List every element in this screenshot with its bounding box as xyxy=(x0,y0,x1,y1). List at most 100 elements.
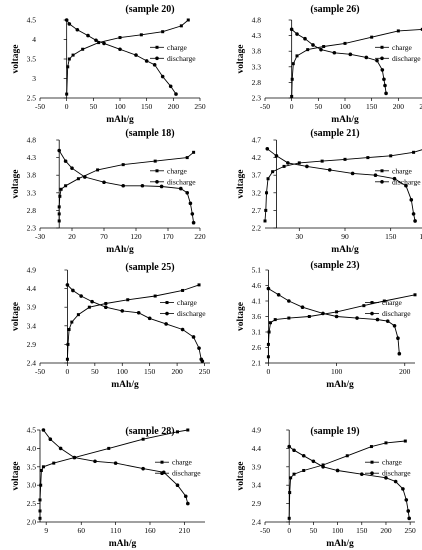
legend-label-discharge: discharge xyxy=(172,469,201,478)
x-tick-label: 250 xyxy=(405,526,417,535)
data-point-discharge xyxy=(83,175,87,179)
y-tick-label: 3.7 xyxy=(252,171,262,180)
data-point-discharge xyxy=(191,220,196,225)
data-point-discharge xyxy=(191,335,196,339)
data-point-charge xyxy=(70,320,74,324)
data-point-discharge xyxy=(141,466,145,471)
x-tick-label: 50 xyxy=(310,526,318,535)
legend-label-charge: charge xyxy=(382,458,403,467)
x-axis-title: mAh/g xyxy=(331,115,359,125)
data-point-discharge xyxy=(200,359,205,363)
data-point-charge xyxy=(38,516,42,520)
data-point-discharge xyxy=(335,468,340,473)
data-point-discharge xyxy=(289,27,294,32)
data-point-charge xyxy=(384,441,388,445)
data-point-charge xyxy=(66,65,70,69)
data-point-discharge xyxy=(48,437,53,442)
legend-label-charge: charge xyxy=(172,458,193,467)
y-tick-label: 2.2 xyxy=(252,224,262,233)
legend-label-discharge: discharge xyxy=(392,177,421,186)
y-tick-label: 2.3 xyxy=(252,94,262,103)
data-point-discharge xyxy=(301,453,306,458)
y-tick-label: 2.4 xyxy=(27,359,37,368)
data-point-discharge xyxy=(287,299,291,303)
y-axis-title: voltage xyxy=(11,44,21,73)
data-point-charge xyxy=(76,313,80,317)
x-tick-label: 110 xyxy=(110,526,121,535)
data-point-discharge xyxy=(348,52,353,57)
data-point-charge xyxy=(57,205,61,209)
x-tick-label: 170 xyxy=(162,232,174,241)
data-point-charge xyxy=(403,439,407,443)
data-point-discharge xyxy=(385,319,390,323)
x-axis-title: mAh/g xyxy=(109,539,137,549)
y-tick-label: 4.2 xyxy=(252,153,262,162)
data-point-charge xyxy=(104,301,108,305)
data-point-discharge xyxy=(174,92,178,96)
series-line-discharge xyxy=(67,284,203,362)
y-tick-label: 4.1 xyxy=(252,297,262,306)
x-axis-title: mAh/g xyxy=(326,380,354,390)
data-point-discharge xyxy=(197,346,201,350)
data-point-charge xyxy=(420,27,422,31)
y-tick-label: 3.0 xyxy=(27,481,37,490)
data-point-charge xyxy=(267,330,271,334)
data-point-discharge xyxy=(41,428,46,432)
data-point-charge xyxy=(268,321,272,325)
x-tick-label: 150 xyxy=(141,102,153,111)
data-point-charge xyxy=(335,310,339,314)
y-tick-label: 3.6 xyxy=(252,312,262,321)
data-point-charge xyxy=(96,168,100,172)
x-tick-label: 100 xyxy=(339,102,351,111)
y-tick-label: 4.5 xyxy=(27,426,37,435)
data-point-charge xyxy=(266,177,270,181)
y-tick-label: 2.5 xyxy=(27,499,37,508)
y-tick-label: 2.9 xyxy=(252,499,262,508)
x-tick-label: -50 xyxy=(35,102,45,111)
data-point-discharge xyxy=(311,43,315,47)
series-line-discharge xyxy=(66,19,177,95)
y-tick-label: 3.9 xyxy=(252,462,262,471)
data-point-charge xyxy=(287,516,291,520)
x-tick-label: 220 xyxy=(194,232,206,241)
chart-panel: (sample 21) 2.2 2.7 3.2 3.7 4.2 4.7 30 90 150 195 m… xyxy=(236,128,422,255)
data-point-discharge xyxy=(375,317,380,322)
x-tick-label: 60 xyxy=(78,526,86,535)
data-point-charge xyxy=(282,164,286,168)
y-tick-label: 3.1 xyxy=(252,328,262,337)
y-tick-label: 4.9 xyxy=(27,266,37,275)
legend-marker-charge xyxy=(370,301,374,305)
legend-marker-discharge xyxy=(370,311,374,316)
y-tick-label: 2.7 xyxy=(252,206,262,215)
data-point-discharge xyxy=(287,444,291,449)
x-tick-label: 150 xyxy=(356,526,368,535)
data-point-charge xyxy=(297,161,301,165)
legend-marker-charge xyxy=(370,460,374,464)
data-point-charge xyxy=(67,328,71,332)
data-point-charge xyxy=(263,219,267,223)
x-tick-label: 250 xyxy=(419,102,422,111)
y-tick-label: 2.3 xyxy=(27,224,37,233)
data-point-charge xyxy=(65,357,69,361)
data-point-discharge xyxy=(120,309,125,313)
data-point-charge xyxy=(67,57,71,61)
legend-marker-discharge xyxy=(160,471,164,476)
data-point-discharge xyxy=(71,288,75,293)
chart-title: (sample 19) xyxy=(310,426,359,437)
legend-marker-charge xyxy=(155,45,159,49)
x-tick-label: 90 xyxy=(341,232,349,241)
data-point-charge xyxy=(264,208,268,212)
data-point-discharge xyxy=(79,294,83,298)
data-point-discharge xyxy=(392,324,397,328)
y-tick-label: 3.9 xyxy=(27,303,37,312)
data-point-discharge xyxy=(373,173,378,177)
y-tick-label: 4.9 xyxy=(252,426,262,435)
data-point-discharge xyxy=(384,476,388,480)
x-tick-label: 0 xyxy=(290,102,294,111)
data-point-discharge xyxy=(292,448,296,453)
data-point-discharge xyxy=(303,36,307,41)
data-point-charge xyxy=(118,36,122,40)
chart-title: (sample 26) xyxy=(310,4,359,15)
data-point-discharge xyxy=(160,74,165,79)
data-point-discharge xyxy=(274,154,279,158)
